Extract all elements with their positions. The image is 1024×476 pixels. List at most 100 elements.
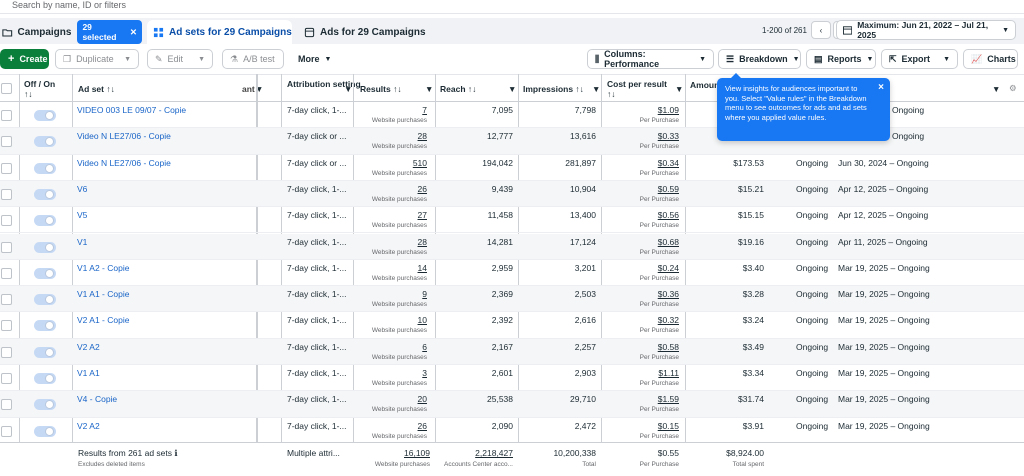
row-checkbox[interactable] bbox=[1, 373, 12, 384]
results-cell[interactable]: 6 bbox=[422, 341, 427, 352]
cpr-cell[interactable]: $0.68 bbox=[657, 236, 679, 247]
row-checkbox[interactable] bbox=[1, 136, 12, 148]
cpr-cell[interactable]: $0.59 bbox=[657, 183, 679, 194]
delivery-toggle[interactable] bbox=[34, 241, 56, 253]
table-row[interactable]: V2 A2 7-day click, 1-... 26 Website purchas… bbox=[0, 418, 1024, 444]
adset-name-link[interactable]: VIDEO 003 LE 09/07 - Copie bbox=[77, 105, 187, 115]
reports-button[interactable]: ▤ Reports ▼ bbox=[806, 49, 876, 69]
delivery-toggle[interactable] bbox=[34, 110, 56, 121]
search-input[interactable]: Search by name, ID or filters bbox=[12, 0, 127, 10]
create-button[interactable]: + Create bbox=[0, 49, 49, 69]
results-cell[interactable]: 28 bbox=[417, 236, 427, 247]
row-checkbox[interactable] bbox=[1, 267, 12, 279]
delivery-toggle[interactable] bbox=[34, 188, 56, 200]
more-button[interactable]: More ▼ bbox=[290, 49, 334, 69]
table-row[interactable]: V1 A1 7-day click, 1-... 3 Website purchase… bbox=[0, 365, 1024, 392]
row-checkbox[interactable] bbox=[1, 320, 12, 332]
close-icon[interactable]: × bbox=[878, 82, 884, 93]
cpr-cell[interactable]: $0.34 bbox=[657, 157, 679, 168]
results-cell[interactable]: 26 bbox=[417, 183, 427, 194]
cpr-cell[interactable]: $0.56 bbox=[657, 210, 679, 221]
table-row[interactable]: V1 7-day click, 1-... 28 Website purchases 1… bbox=[0, 233, 1024, 260]
delivery-toggle[interactable] bbox=[34, 399, 56, 411]
delivery-toggle[interactable] bbox=[34, 215, 56, 227]
select-all-checkbox[interactable] bbox=[1, 83, 12, 94]
row-checkbox[interactable] bbox=[1, 215, 12, 227]
cpr-cell[interactable]: $1.09 bbox=[657, 105, 679, 115]
tab-ads[interactable]: Ads for 29 Campaigns bbox=[296, 20, 440, 44]
results-cell[interactable]: 9 bbox=[422, 289, 427, 300]
table-row[interactable]: V2 A1 - Copie 7-day click, 1-... 10 Website… bbox=[0, 312, 1024, 339]
row-checkbox[interactable] bbox=[1, 294, 12, 306]
adset-name-link[interactable]: V1 A2 - Copie bbox=[77, 262, 130, 273]
adset-name-link[interactable]: V1 A1 - Copie bbox=[77, 289, 130, 300]
adset-name-link[interactable]: V2 A1 - Copie bbox=[77, 315, 130, 326]
results-cell[interactable]: 14 bbox=[417, 262, 427, 273]
delivery-toggle[interactable] bbox=[34, 136, 56, 148]
date-range-picker[interactable]: Maximum: Jun 21, 2022 – Jul 21, 2025 ▼ bbox=[836, 20, 1016, 40]
results-cell[interactable]: 26 bbox=[417, 420, 427, 431]
row-checkbox[interactable] bbox=[1, 110, 12, 121]
selected-chip[interactable]: 29 selected ✕ bbox=[77, 20, 142, 44]
settings-icon[interactable]: ⚙ bbox=[1009, 83, 1017, 93]
delivery-toggle[interactable] bbox=[34, 346, 56, 358]
row-checkbox[interactable] bbox=[1, 399, 12, 411]
adset-name-link[interactable]: V4 - Copie bbox=[77, 394, 118, 405]
adset-name-link[interactable]: V2 A2 bbox=[77, 420, 100, 431]
cpr-cell[interactable]: $0.33 bbox=[657, 131, 679, 142]
footer-reach[interactable]: 2,218,427 bbox=[475, 448, 513, 458]
chevron-down-icon[interactable]: ▼ bbox=[255, 84, 264, 94]
table-row[interactable]: Video N LE27/06 - Copie 7-day click or ..… bbox=[0, 155, 1024, 181]
col-attribution[interactable]: Attribution setting bbox=[287, 79, 361, 89]
export-button[interactable]: ⇱ Export ▼ bbox=[881, 49, 958, 69]
col-adset[interactable]: Ad set ↑↓ bbox=[78, 84, 115, 94]
table-row[interactable]: V4 - Copie 7-day click, 1-... 20 Website pu… bbox=[0, 391, 1024, 418]
table-row[interactable]: V1 A2 - Copie 7-day click, 1-... 14 Website… bbox=[0, 260, 1024, 287]
delivery-toggle[interactable] bbox=[34, 162, 56, 174]
results-cell[interactable]: 20 bbox=[417, 394, 427, 405]
search-bar[interactable]: Search by name, ID or filters bbox=[0, 0, 1024, 14]
cpr-cell[interactable]: $0.15 bbox=[657, 420, 679, 431]
table-row[interactable]: V1 A1 - Copie 7-day click, 1-... 9 Website … bbox=[0, 286, 1024, 313]
chevron-down-icon[interactable]: ▼ bbox=[425, 84, 434, 94]
table-row[interactable]: VIDEO 003 LE 09/07 - Copie 7-day click, 1… bbox=[0, 102, 1024, 129]
col-results[interactable]: Results ↑↓ bbox=[360, 84, 402, 94]
chevron-down-icon[interactable]: ▼ bbox=[344, 84, 353, 94]
chevron-down-icon[interactable]: ▼ bbox=[675, 84, 684, 94]
clear-selection-icon[interactable]: ✕ bbox=[129, 26, 137, 37]
chevron-down-icon[interactable]: ▼ bbox=[592, 84, 601, 94]
info-icon[interactable]: ℹ bbox=[174, 448, 178, 458]
charts-button[interactable]: 📈 Charts bbox=[963, 49, 1018, 69]
results-cell[interactable]: 10 bbox=[417, 315, 427, 326]
delivery-toggle[interactable] bbox=[34, 425, 56, 437]
cpr-cell[interactable]: $0.24 bbox=[657, 262, 679, 273]
delivery-toggle[interactable] bbox=[34, 294, 56, 306]
cpr-cell[interactable]: $0.32 bbox=[657, 315, 679, 326]
row-checkbox[interactable] bbox=[1, 188, 12, 200]
results-cell[interactable]: 510 bbox=[412, 157, 427, 168]
footer-results[interactable]: 16,109 bbox=[404, 448, 430, 458]
results-cell[interactable]: 28 bbox=[417, 131, 427, 142]
adset-name-link[interactable]: V1 bbox=[77, 236, 88, 247]
cpr-cell[interactable]: $0.36 bbox=[657, 289, 679, 300]
row-checkbox[interactable] bbox=[1, 241, 12, 253]
breakdown-button[interactable]: ☰ Breakdown ▼ bbox=[718, 49, 801, 69]
delivery-toggle[interactable] bbox=[34, 320, 56, 332]
table-row[interactable]: V2 A2 7-day click, 1-... 6 Website purchase… bbox=[0, 338, 1024, 365]
prev-page-button[interactable]: ‹ bbox=[810, 21, 831, 39]
table-row[interactable]: V6 7-day click, 1-... 26 Website purchases 9… bbox=[0, 180, 1024, 208]
adset-name-link[interactable]: V5 bbox=[77, 210, 88, 221]
cpr-cell[interactable]: $1.11 bbox=[658, 368, 679, 378]
adset-name-link[interactable]: V2 A2 bbox=[77, 341, 100, 352]
adset-name-link[interactable]: Video N LE27/06 - Copie bbox=[77, 157, 171, 168]
ab-test-button[interactable]: ⚗ A/B test bbox=[222, 49, 284, 69]
adset-name-link[interactable]: V1 A1 bbox=[77, 368, 100, 378]
chevron-down-icon[interactable]: ▼ bbox=[508, 84, 517, 94]
cpr-cell[interactable]: $0.58 bbox=[657, 341, 679, 352]
columns-button[interactable]: ⫼ Columns: Performance ▼ bbox=[587, 49, 714, 69]
row-checkbox[interactable] bbox=[1, 425, 12, 437]
col-reach[interactable]: Reach ↑↓ bbox=[440, 84, 477, 94]
edit-button[interactable]: ✎ Edit ▼ bbox=[147, 49, 213, 69]
results-cell[interactable]: 27 bbox=[417, 210, 427, 221]
tab-campaigns[interactable]: Campaigns 29 selected ✕ bbox=[2, 20, 142, 44]
